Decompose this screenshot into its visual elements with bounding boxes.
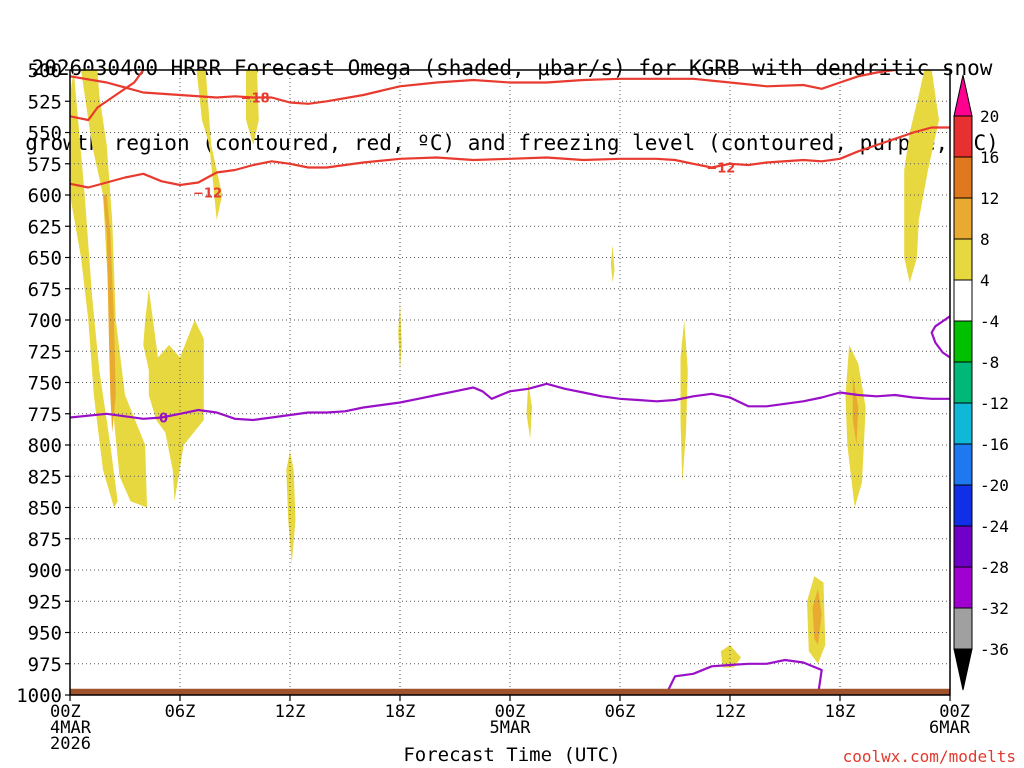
y-tick-label-875: 875 bbox=[28, 529, 62, 551]
y-tick-label-850: 850 bbox=[28, 498, 62, 520]
contour-line-2 bbox=[70, 70, 145, 122]
y-tick-label-525: 525 bbox=[28, 91, 62, 113]
colorbar-swatch-12 bbox=[953, 566, 973, 609]
contour-label-0: −18 bbox=[241, 92, 270, 107]
omega-region-15 bbox=[904, 70, 939, 283]
colorbar-swatch-1 bbox=[953, 115, 973, 158]
omega-region-7 bbox=[526, 382, 532, 439]
x-tick-label-12-0: 12Z bbox=[275, 702, 306, 722]
y-tick-label-900: 900 bbox=[28, 560, 62, 582]
surface-band-rect bbox=[70, 688, 950, 695]
colorbar-cap-top bbox=[953, 74, 973, 117]
contour-line-0 bbox=[70, 70, 896, 105]
y-tick-label-750: 750 bbox=[28, 373, 62, 395]
y-tick-label-575: 575 bbox=[28, 154, 62, 176]
x-tick-label-24-0: 00Z bbox=[495, 702, 526, 722]
colorbar-label-6: -8 bbox=[980, 353, 999, 372]
y-tick-label-500: 500 bbox=[28, 60, 62, 82]
contour-line-1 bbox=[70, 126, 950, 189]
y-tick-label-550: 550 bbox=[28, 123, 62, 145]
surface-band bbox=[70, 688, 950, 695]
colorbar-swatch-3 bbox=[953, 197, 973, 240]
colorbar-label-9: -20 bbox=[980, 476, 1009, 495]
colorbar-label-13: -36 bbox=[980, 640, 1009, 659]
axes: 500 525 550 575 600 625 650 675 700 725 750 775 800 8… bbox=[16, 60, 971, 754]
y-tick-label-775: 775 bbox=[28, 404, 62, 426]
colorbar-swatch-9 bbox=[953, 443, 973, 486]
colorbar: 20 16 12 8 4 -4 -8 -12 -16 -20 -24 -28 -32 -36 bbox=[953, 74, 1009, 691]
y-tick-label-1000: 1000 bbox=[16, 685, 62, 707]
x-tick-label-0-0: 00Z bbox=[50, 702, 81, 722]
x-tick-label-48-0: 00Z bbox=[939, 702, 970, 722]
x-tick-label-36-0: 12Z bbox=[715, 702, 746, 722]
omega-region-4 bbox=[246, 70, 259, 145]
chart-title-line-1: 2026030400 HRRR Forecast Omega (shaded, … bbox=[31, 56, 993, 80]
contour-line-4 bbox=[664, 658, 823, 695]
omega-shading bbox=[70, 70, 939, 668]
x-tick-label-0-2: 2026 bbox=[50, 734, 91, 754]
chart-title-line-2: growth region (contoured, red, ºC) and f… bbox=[25, 131, 999, 155]
colorbar-swatch-6 bbox=[953, 320, 973, 363]
y-tick-label-925: 925 bbox=[28, 591, 62, 613]
colorbar-label-8: -16 bbox=[980, 435, 1009, 454]
y-tick-label-700: 700 bbox=[28, 310, 62, 332]
x-axis-label: Forecast Time (UTC) bbox=[403, 744, 621, 766]
contour-line-3 bbox=[70, 382, 950, 422]
colorbar-label-4: 4 bbox=[980, 271, 990, 290]
x-tick-label-18-0: 18Z bbox=[385, 702, 416, 722]
gridlines bbox=[70, 70, 950, 695]
x-tick-label-6-0: 06Z bbox=[165, 702, 196, 722]
contour-label-2: −12 bbox=[193, 187, 222, 202]
y-tick-label-600: 600 bbox=[28, 185, 62, 207]
x-tick-label-30-0: 06Z bbox=[605, 702, 636, 722]
y-tick-label-825: 825 bbox=[28, 466, 62, 488]
colorbar-label-2: 12 bbox=[980, 189, 999, 208]
x-tick-label-42-0: 18Z bbox=[825, 702, 856, 722]
omega-region-8 bbox=[610, 245, 615, 283]
colorbar-swatch-4 bbox=[953, 238, 973, 281]
colorbar-swatch-11 bbox=[953, 525, 973, 568]
y-tick-label-975: 975 bbox=[28, 654, 62, 676]
colorbar-cap-bottom bbox=[953, 648, 973, 691]
contour-line-5 bbox=[930, 315, 950, 359]
omega-region-10 bbox=[720, 645, 741, 668]
omega-region-12 bbox=[812, 588, 822, 645]
colorbar-swatch-13 bbox=[953, 607, 973, 650]
chart-title: 2026030400 HRRR Forecast Omega (shaded, … bbox=[0, 6, 1024, 181]
y-tick-label-675: 675 bbox=[28, 279, 62, 301]
omega-region-6 bbox=[398, 301, 402, 370]
colorbar-swatch-5 bbox=[953, 279, 973, 322]
colorbar-swatch-2 bbox=[953, 156, 973, 199]
colorbar-label-12: -32 bbox=[980, 599, 1009, 618]
colorbar-label-3: 8 bbox=[980, 230, 990, 249]
omega-region-3 bbox=[196, 70, 223, 220]
x-tick-label-0-1: 4MAR bbox=[50, 718, 92, 738]
colorbar-label-11: -28 bbox=[980, 558, 1009, 577]
y-tick-label-800: 800 bbox=[28, 435, 62, 457]
colorbar-label-0: 20 bbox=[980, 107, 999, 126]
colorbar-swatch-8 bbox=[953, 402, 973, 445]
y-tick-label-950: 950 bbox=[28, 623, 62, 645]
contours: −18 −12 −12 0 bbox=[70, 70, 950, 695]
omega-region-1 bbox=[103, 195, 116, 433]
colorbar-label-5: -4 bbox=[980, 312, 999, 331]
y-tick-label-725: 725 bbox=[28, 341, 62, 363]
colorbar-swatch-10 bbox=[953, 484, 973, 527]
contour-label-1: −12 bbox=[706, 162, 735, 177]
colorbar-label-10: -24 bbox=[980, 517, 1009, 536]
credit-text: coolwx.com/modelts bbox=[842, 747, 1016, 766]
y-tick-label-650: 650 bbox=[28, 248, 62, 270]
x-tick-label-24-1: 5MAR bbox=[490, 718, 532, 738]
colorbar-swatch-7 bbox=[953, 361, 973, 404]
colorbar-label-1: 16 bbox=[980, 148, 999, 167]
contour-label-3: 0 bbox=[159, 412, 168, 427]
x-tick-label-48-1: 6MAR bbox=[929, 718, 971, 738]
y-tick-label-625: 625 bbox=[28, 216, 62, 238]
omega-region-9 bbox=[680, 320, 688, 483]
colorbar-label-7: -12 bbox=[980, 394, 1009, 413]
omega-region-2 bbox=[143, 288, 204, 502]
